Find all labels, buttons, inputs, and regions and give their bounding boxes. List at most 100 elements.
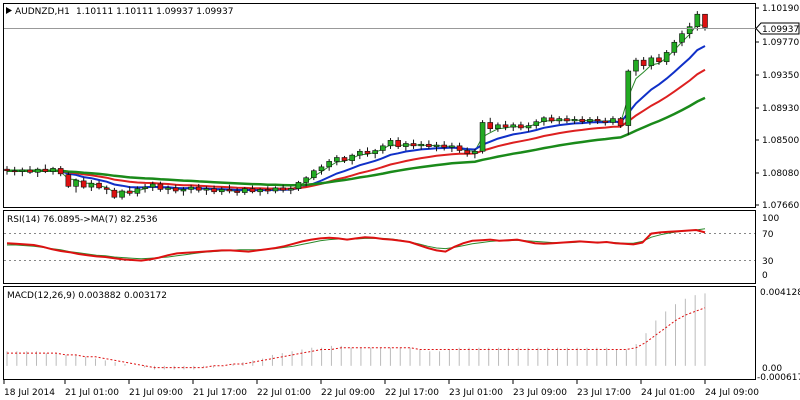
candle-bear bbox=[157, 183, 164, 190]
macd-tick-label: -0.000617 bbox=[757, 373, 800, 383]
price-tick-label: 1.09350 bbox=[762, 71, 799, 81]
ma-red-line bbox=[6, 68, 706, 190]
collapse-arrow-icon[interactable] bbox=[6, 7, 12, 14]
candle-bull bbox=[357, 150, 363, 156]
candle-bull bbox=[387, 140, 394, 147]
candle-bull bbox=[679, 33, 685, 43]
rsi-tick-label: 100 bbox=[762, 214, 779, 224]
candle-bear bbox=[548, 117, 555, 122]
candle-bull bbox=[326, 161, 332, 168]
macd-panel[interactable] bbox=[3, 286, 756, 380]
time-tick-label: 22 Jul 01:00 bbox=[257, 388, 311, 398]
candle-bull bbox=[180, 189, 187, 192]
candle-bull bbox=[203, 188, 210, 191]
candle-bull bbox=[633, 59, 639, 72]
candle-bull bbox=[556, 118, 563, 122]
rsi-panel[interactable] bbox=[3, 210, 756, 284]
rsi-tick-label: 70 bbox=[762, 230, 774, 240]
candle-bear bbox=[456, 145, 463, 151]
price-tick-label: 1.07660 bbox=[762, 201, 799, 211]
candle-bear bbox=[280, 187, 286, 191]
candle-bear bbox=[11, 170, 18, 173]
macd-axis: 0.004128 0.00 -0.000617 bbox=[757, 288, 800, 383]
price-marker-arrow-icon bbox=[755, 22, 800, 35]
candle-bull bbox=[165, 187, 171, 190]
candle-bear bbox=[96, 182, 102, 189]
ma-green-line bbox=[6, 96, 706, 187]
candle-bull bbox=[525, 125, 532, 129]
symbol-label: AUDNZD,H1 bbox=[15, 7, 70, 17]
candle-bear bbox=[640, 59, 647, 66]
candle-bull bbox=[134, 188, 141, 194]
price-tick-label: 1.10190 bbox=[762, 4, 799, 14]
candle-bear bbox=[426, 143, 432, 147]
time-tick-label: 22 Jul 09:00 bbox=[321, 388, 375, 398]
candle-bear bbox=[502, 124, 509, 128]
candle-bull bbox=[625, 70, 632, 126]
candle-bull bbox=[671, 41, 678, 53]
price-tick-label: 1.08080 bbox=[762, 169, 799, 179]
candle-bear bbox=[27, 169, 33, 173]
time-tick-label: 24 Jul 01:00 bbox=[641, 388, 695, 398]
candle-bull bbox=[272, 187, 279, 192]
candle-bull bbox=[403, 143, 409, 147]
candle-bull bbox=[380, 145, 386, 151]
candle-bear bbox=[487, 122, 494, 129]
candle-bear bbox=[211, 188, 217, 193]
macd-signal-line bbox=[7, 307, 706, 369]
candle-bear bbox=[65, 174, 72, 187]
candle-bull bbox=[73, 179, 79, 187]
candle-bear bbox=[441, 144, 448, 148]
current-price-label: 1.09937 bbox=[762, 25, 799, 35]
candle-bull bbox=[149, 183, 156, 188]
macd-signal-path bbox=[7, 307, 706, 369]
candle-bull bbox=[50, 168, 56, 172]
price-tick-label: 1.08500 bbox=[762, 136, 799, 146]
current-price-marker: 1.09937 bbox=[755, 22, 800, 35]
candle-bear bbox=[80, 180, 87, 188]
price-axis: 1.10190 1.09770 1.09350 1.08930 1.08500 … bbox=[755, 4, 799, 211]
candle-bear bbox=[410, 143, 417, 147]
macd-tick-label: 0.004128 bbox=[760, 288, 800, 298]
price-tick-label: 1.09770 bbox=[762, 38, 799, 48]
candle-bull bbox=[571, 119, 578, 122]
candle-bull bbox=[334, 157, 340, 162]
candle-bull bbox=[311, 170, 317, 179]
candle-bear bbox=[395, 140, 401, 147]
candle-bull bbox=[541, 117, 547, 122]
candle-bear bbox=[111, 189, 118, 198]
macd-label: MACD(12,26,9) 0.003882 0.003172 bbox=[7, 291, 167, 301]
candle-bull bbox=[533, 121, 540, 126]
candle-bull bbox=[142, 186, 148, 189]
candle-bear bbox=[518, 124, 524, 129]
header-legend: AUDNZD,H1 1.10111 1.10111 1.09937 1.0993… bbox=[6, 7, 233, 17]
candle-bear bbox=[103, 187, 110, 190]
time-tick-label: 21 Jul 09:00 bbox=[129, 388, 183, 398]
candle-bull bbox=[34, 168, 41, 173]
candle-bull bbox=[495, 124, 501, 129]
candle-bear bbox=[126, 190, 133, 194]
candle-bear bbox=[656, 57, 662, 63]
time-tick-label: 23 Jul 01:00 bbox=[449, 388, 503, 398]
candle-bull bbox=[479, 122, 486, 152]
candle-bear bbox=[249, 188, 256, 193]
macd-tick-label: 0.00 bbox=[762, 364, 782, 374]
candle-bull bbox=[694, 13, 701, 27]
candle-bear bbox=[226, 189, 233, 192]
candle-bull bbox=[472, 150, 478, 154]
price-tick-label: 1.08930 bbox=[762, 104, 799, 114]
candle-bull bbox=[587, 119, 593, 122]
candle-bear bbox=[702, 13, 708, 28]
rsi-ma-label: ->MA(7) 82.2536 bbox=[80, 215, 158, 225]
rsi-line bbox=[6, 228, 706, 262]
time-tick-label: 21 Jul 17:00 bbox=[193, 388, 247, 398]
candle-bear bbox=[42, 168, 49, 172]
candle-bear bbox=[579, 119, 586, 122]
rsi-tick-label: 30 bbox=[762, 257, 774, 267]
candle-bull bbox=[257, 189, 263, 193]
rsi-label: RSI(14) 76.0895 bbox=[7, 215, 80, 225]
candle-bull bbox=[610, 118, 616, 123]
ma-blue-line bbox=[6, 45, 706, 192]
